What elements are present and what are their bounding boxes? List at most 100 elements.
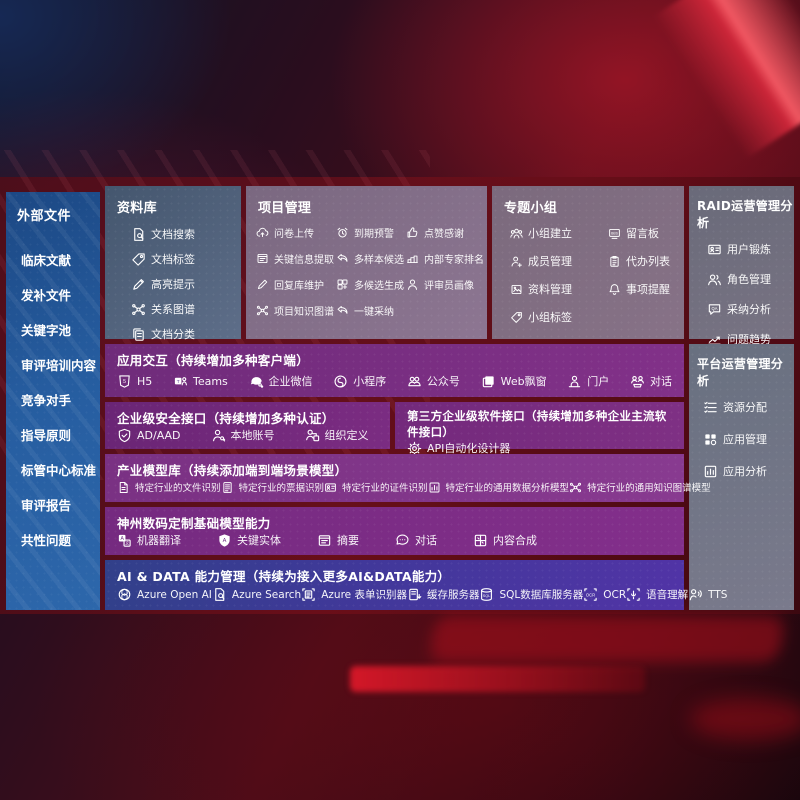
row-title: 第三方企业级软件接口（持续增加多种企业主流软件接口） [407,409,667,439]
feature-item: 高亮提示 [131,276,241,292]
feature-label: 应用管理 [723,433,767,446]
thirdparty-interface-row: 第三方企业级软件接口（持续增加多种企业主流软件接口） API自动化设计器 [395,402,684,455]
knowledge-graph-icon [256,304,269,317]
relation-graph-icon [131,302,146,317]
row-title: AI & DATA 能力管理（持续为接入更多AI&DATA能力） [117,569,451,584]
feature-item: 文档搜索 [131,226,241,242]
feature-item: 特定行业的文件识别 [117,480,221,494]
feature-item: 内容合成 [473,532,537,548]
feature-label: 摘要 [337,534,359,547]
feature-label: 成员管理 [528,255,572,268]
feature-item: 代办列表 [608,253,680,269]
tts-voice-icon [688,587,703,602]
compose-grid-icon [473,533,488,548]
feature-label: TTS [708,588,728,601]
svg-text:OCR: OCR [586,592,595,597]
feature-label: 文档标签 [151,253,195,266]
feature-item: 特定行业的通用知识图谱模型 [569,480,711,494]
feature-item: 应用管理 [703,431,794,447]
feature-item: 多候选生成 [336,277,404,292]
project-grid: 问卷上传 到期预警 点赞感谢 关键信息提取 [246,216,487,318]
chart-frame-icon [703,464,718,479]
feature-label: 语音理解 [646,589,689,601]
interaction-list: 5 H5 T Teams 企业微信 小程序 [117,373,672,389]
feature-label: 到期预警 [354,229,394,240]
ai-data-capability-row: AI & DATA 能力管理（持续为接入更多AI&DATA能力） Azure O… [105,560,727,610]
doc-extract-icon [317,533,332,548]
feature-item: 关系图谱 [131,301,241,317]
feature-label: 企业微信 [268,375,313,388]
id-card-icon [707,242,722,257]
security-interface-row: 企业级安全接口（持续增加多种认证） AD/AAD 本地账号 组织定义 [105,402,390,449]
bell-icon [608,283,621,296]
feature-item: OCR OCR [583,587,626,602]
feature-label: AD/AAD [137,428,181,442]
photo-album-icon [510,283,523,296]
panel-title: 项目管理 [258,201,312,216]
id-card-icon [324,481,337,494]
tag-icon [131,252,146,267]
feature-label: 关系图谱 [151,303,195,316]
svg-text:QA: QA [712,306,718,311]
feature-label: 多样本候选 [354,255,404,266]
feature-label: 机器翻译 [137,534,181,547]
feature-label: 小组建立 [528,227,572,240]
sql-database-icon: SQL [479,587,494,602]
feature-item: A 关键实体 [217,532,281,548]
doc-search-icon [131,227,146,242]
platform-list: 资源分配 应用管理 应用分析 [689,389,794,479]
feature-item: BBS 留言板 [608,225,680,241]
feature-item: 本地账号 [211,427,275,443]
team-group-icon [510,227,523,240]
row-title: 企业级安全接口（持续增加多种认证） [117,411,335,426]
feature-label: Azure Open AI [137,588,212,601]
feature-item: 点赞感谢 [406,225,484,240]
feature-label: Azure 表单识别器 [321,589,407,601]
feature-item: 小组建立 [510,225,606,241]
resource-list-icon [703,400,718,415]
feature-label: 内容合成 [493,534,537,547]
doc-file-icon [117,481,130,494]
shield-a-icon: A [217,533,232,548]
app-grid-icon [703,432,718,447]
feature-label: 特定行业的通用知识图谱模型 [587,483,711,494]
official-account-icon [407,374,422,389]
panel-title: 资料库 [117,201,157,216]
feature-item: Web飘窗 [481,373,547,389]
tag-icon [510,311,523,324]
feature-label: 组织定义 [324,429,369,442]
roles-people-icon [707,272,722,287]
industry-list: 特定行业的文件识别 特定行业的票据识别 特定行业的证件识别 特定行业的通用数据分… [117,480,711,494]
openai-icon [117,587,132,602]
chat-duo-icon [630,374,645,389]
relation-graph-icon [569,481,582,494]
library-panel: 资料库 文档搜索 文档标签 高亮提示 [105,186,241,341]
feature-label: Web飘窗 [500,375,547,388]
azure-search-icon [212,587,227,602]
feature-item: 组织定义 [305,427,369,443]
cache-server-icon [407,587,422,602]
person-icon [406,278,419,291]
feature-item: 关键信息提取 [256,251,334,266]
todo-clipboard-icon [608,255,621,268]
local-account-icon [211,428,226,443]
ocr-frame-icon: OCR [583,587,598,602]
panel-title: 外部文件 [17,209,72,224]
feature-label: 留言板 [626,227,659,240]
feature-item: 资源分配 [703,399,794,415]
multi-generate-icon [336,278,349,291]
feature-item: Azure Open AI [117,587,212,602]
feature-item: AD/AAD [117,428,181,443]
background-glow-soft [428,616,786,662]
feature-item: 门户 [567,373,609,389]
security-list: AD/AAD 本地账号 组织定义 [117,427,378,443]
feature-label: 一键采纳 [354,307,394,318]
feature-item: 评审员画像 [406,277,484,292]
feature-item: 对话 [630,373,672,389]
raid-analysis-panel: RAID运营管理分析 用户锻炼 角色管理 QA 采纳分析 [689,186,794,346]
adopt-arrow-icon [336,304,349,317]
feature-label: 多候选生成 [354,281,404,292]
feature-item: 缓存服务器 [407,587,479,602]
feature-label: 代办列表 [626,255,670,268]
